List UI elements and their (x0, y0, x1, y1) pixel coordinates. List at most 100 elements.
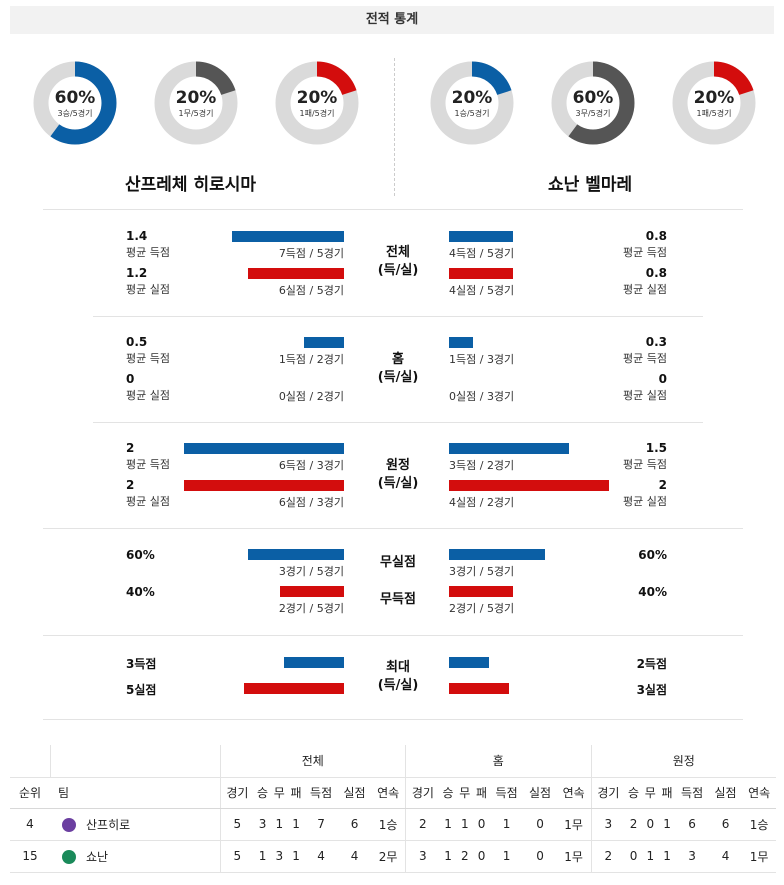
left-draw-donut: 20% 1무/5경기 (153, 60, 239, 146)
away-col-header: 패 (658, 776, 676, 809)
group-home: 홈 (405, 745, 591, 778)
left-away-score-count: 6득점 / 3경기 (278, 459, 344, 472)
left-blank-count: 2경기 / 5경기 (278, 602, 344, 615)
away-col-header: 연속 (742, 776, 776, 809)
left-away-conceded-bar (184, 480, 344, 491)
donut-arc (672, 61, 756, 145)
team-emblem-icon (62, 850, 76, 864)
left-total-avg-score: 1.4 (126, 229, 148, 243)
team-name: 쇼난 (86, 849, 109, 864)
left-home-avg-score: 0.5 (126, 335, 148, 349)
divider (93, 422, 703, 423)
right-away-score-bar (449, 443, 569, 454)
blank-label: 무득점 (380, 592, 416, 607)
right-total-score-count: 4득점 / 5경기 (449, 247, 515, 260)
away-stat-cell: 1승 (742, 808, 776, 841)
total-stat-cell: 4 (337, 840, 372, 873)
donut-record: 1승/5경기 (454, 109, 490, 118)
home-stat-cell: 1 (489, 840, 524, 873)
away-stat-cell: 6 (675, 808, 709, 841)
right-home-score-bar (449, 337, 473, 348)
home-stat-cell: 1무 (556, 840, 591, 873)
team-cell[interactable]: 쇼난 (50, 840, 220, 873)
right-away-score-count: 3득점 / 2경기 (449, 459, 515, 472)
away-stat-cell: 2 (625, 808, 642, 841)
divider (43, 635, 743, 636)
right-blank-pct: 40% (638, 585, 667, 599)
away-stat-cell: 1 (658, 808, 676, 841)
clean-sheet-label: 무실점 (380, 555, 416, 570)
left-max-score: 3득점 (126, 657, 157, 671)
home-stat-cell: 0 (523, 840, 557, 873)
home-stat-cell: 1 (456, 808, 474, 841)
right-home-avg-score-label: 평균 득점 (623, 352, 667, 365)
page-title: 전적 통계 (10, 6, 774, 34)
team-divider (394, 58, 395, 196)
right-total-avg-conceded: 0.8 (645, 266, 667, 280)
away-stat-cell: 0 (641, 808, 659, 841)
away-col-header: 무 (641, 776, 659, 809)
divider (43, 528, 743, 529)
total-stat-cell: 1 (270, 808, 288, 841)
away-col-header: 득점 (675, 776, 709, 809)
total-col-header: 경기 (219, 776, 255, 809)
home-stat-cell: 1 (439, 840, 457, 873)
left-away-score-bar (184, 443, 344, 454)
left-away-avg-conceded-label: 평균 실점 (126, 495, 170, 508)
donut-percent: 20% (296, 88, 338, 108)
total-col-header: 무 (270, 776, 288, 809)
donut-percent: 60% (572, 88, 614, 108)
home-stat-cell: 0 (473, 808, 490, 841)
home-col-header: 연속 (556, 776, 591, 809)
right-away-conceded-bar (449, 480, 609, 491)
total-section-label: 전체 (득/실) (377, 245, 419, 278)
right-home-avg-conceded: 0 (658, 372, 667, 386)
left-total-avg-score-label: 평균 득점 (126, 246, 170, 259)
left-max-conceded: 5실점 (126, 683, 157, 697)
home-stat-cell: 1무 (556, 808, 591, 841)
total-stat-cell: 6 (337, 808, 372, 841)
home-stat-cell: 3 (404, 840, 440, 873)
donut-arc (275, 61, 359, 145)
right-win-donut: 20% 1승/5경기 (429, 60, 515, 146)
total-stat-cell: 3 (254, 808, 271, 841)
table-row: 4 산프히로 5 3 1 1 7 6 1승 2 1 1 0 1 0 1무 3 2 0 1 6 6 1승 (10, 808, 776, 841)
right-team-name: 쇼난 벨마레 (548, 175, 633, 195)
divider (93, 316, 703, 317)
total-stat-cell: 5 (219, 808, 255, 841)
right-total-conceded-count: 4실점 / 5경기 (449, 284, 515, 297)
left-home-avg-conceded: 0 (126, 372, 135, 386)
home-col-header: 실점 (523, 776, 557, 809)
total-stat-cell: 1 (287, 808, 305, 841)
left-away-avg-score-label: 평균 득점 (126, 458, 170, 471)
rank: 15 (10, 840, 50, 873)
team-name: 산프히로 (86, 817, 131, 832)
left-home-avg-score-label: 평균 득점 (126, 352, 170, 365)
total-stat-cell: 1 (287, 840, 305, 873)
home-stat-cell: 1 (439, 808, 457, 841)
max-section-label: 최대 (득/실) (377, 660, 419, 693)
left-total-avg-conceded-label: 평균 실점 (126, 283, 170, 296)
donut-percent: 20% (693, 88, 735, 108)
away-stat-cell: 3 (590, 808, 626, 841)
home-stat-cell: 1 (489, 808, 524, 841)
total-col-header: 실점 (337, 776, 372, 809)
left-max-score-bar (284, 657, 344, 668)
right-home-conceded-count: 0실점 / 3경기 (449, 390, 515, 403)
left-total-score-count: 7득점 / 5경기 (278, 247, 344, 260)
right-loss-donut: 20% 1패/5경기 (671, 60, 757, 146)
donut-percent: 20% (175, 88, 217, 108)
total-col-header: 승 (254, 776, 271, 809)
team-cell[interactable]: 산프히로 (50, 808, 220, 841)
away-col-header: 승 (625, 776, 642, 809)
left-away-conceded-count: 6실점 / 3경기 (278, 496, 344, 509)
home-col-header: 경기 (404, 776, 440, 809)
away-col-header: 경기 (590, 776, 626, 809)
right-home-score-count: 1득점 / 3경기 (449, 353, 515, 366)
left-clean-sheet-count: 3경기 / 5경기 (278, 565, 344, 578)
away-col-header: 실점 (708, 776, 743, 809)
total-col-header: 패 (287, 776, 305, 809)
home-section-label: 홈 (득/실) (377, 352, 419, 385)
right-max-conceded-bar (449, 683, 509, 694)
right-away-avg-conceded: 2 (658, 478, 667, 492)
